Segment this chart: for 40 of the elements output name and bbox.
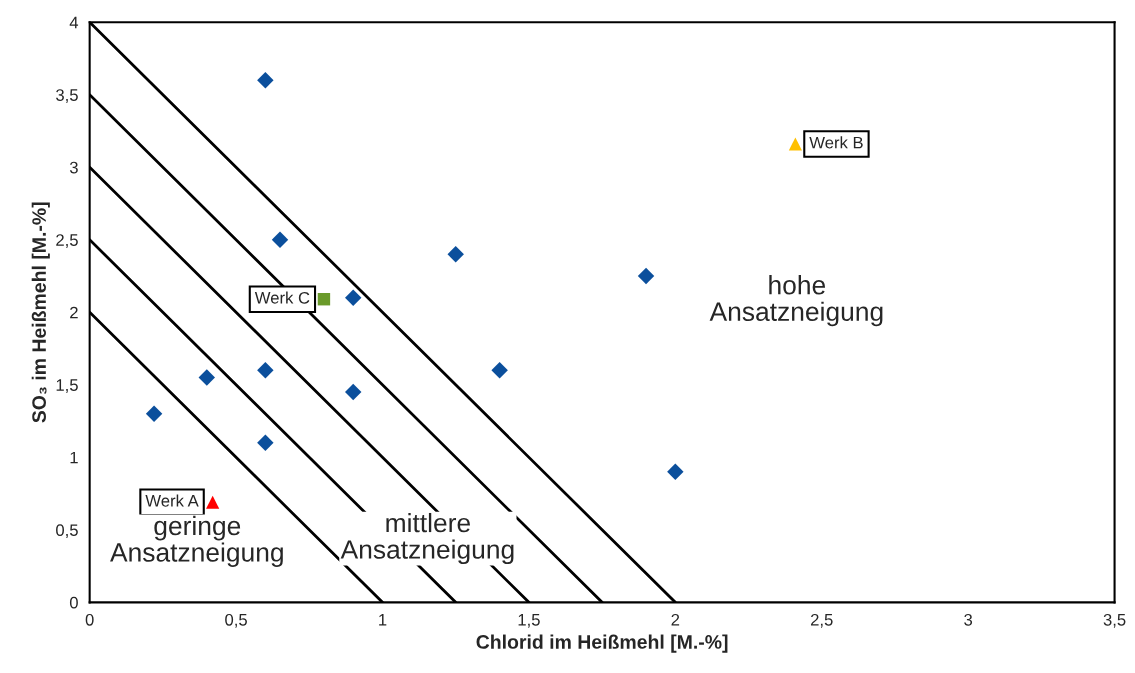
x-tick-label: 3 bbox=[964, 613, 973, 626]
y-tick-label: 0 bbox=[69, 596, 78, 609]
y-tick-label: 3,5 bbox=[56, 89, 78, 103]
point bbox=[345, 289, 362, 306]
y-tick-label: 1 bbox=[70, 451, 78, 464]
y-tick-label: 2,5 bbox=[56, 234, 78, 248]
point bbox=[788, 137, 802, 151]
point bbox=[317, 293, 331, 306]
annotation: hohe Ansatzneigung bbox=[709, 275, 883, 327]
point bbox=[637, 267, 655, 285]
y-tick-label: 3 bbox=[69, 161, 78, 174]
y-tick-label: 4 bbox=[69, 16, 79, 29]
x-tick-label: 0 bbox=[85, 613, 94, 626]
point bbox=[447, 246, 464, 263]
point bbox=[145, 405, 163, 423]
annotation: geringe Ansatzneigung bbox=[110, 515, 283, 567]
point bbox=[257, 72, 274, 89]
x-tick-label: 1,5 bbox=[518, 614, 540, 628]
point bbox=[491, 362, 508, 379]
x-tick-label: 2 bbox=[671, 613, 680, 626]
point bbox=[257, 434, 274, 452]
series-label: Werk B bbox=[809, 136, 863, 149]
series-label: Werk C bbox=[254, 291, 310, 304]
x-tick-label: 1 bbox=[379, 614, 387, 626]
x-axis-title: Chlorid im Heißmehl [M.-%] bbox=[476, 634, 728, 653]
y-tick-label: 0,5 bbox=[56, 524, 78, 538]
point bbox=[271, 231, 289, 248]
point bbox=[257, 362, 274, 379]
annotation: mittlere Ansatzneigung bbox=[340, 512, 514, 565]
point bbox=[345, 383, 362, 401]
series-label: Werk A bbox=[145, 494, 199, 507]
y-axis-title: SO₃ im Heißmehl [M.-%] bbox=[31, 202, 50, 423]
x-tick-label: 2,5 bbox=[811, 613, 833, 628]
y-tick-label: 1,5 bbox=[56, 379, 78, 393]
y-tick-label: 2 bbox=[70, 306, 78, 319]
x-tick-label: 0,5 bbox=[225, 613, 247, 628]
x-tick-label: 3,5 bbox=[1103, 613, 1126, 628]
point bbox=[198, 369, 216, 386]
point bbox=[667, 463, 684, 481]
point bbox=[206, 495, 220, 509]
